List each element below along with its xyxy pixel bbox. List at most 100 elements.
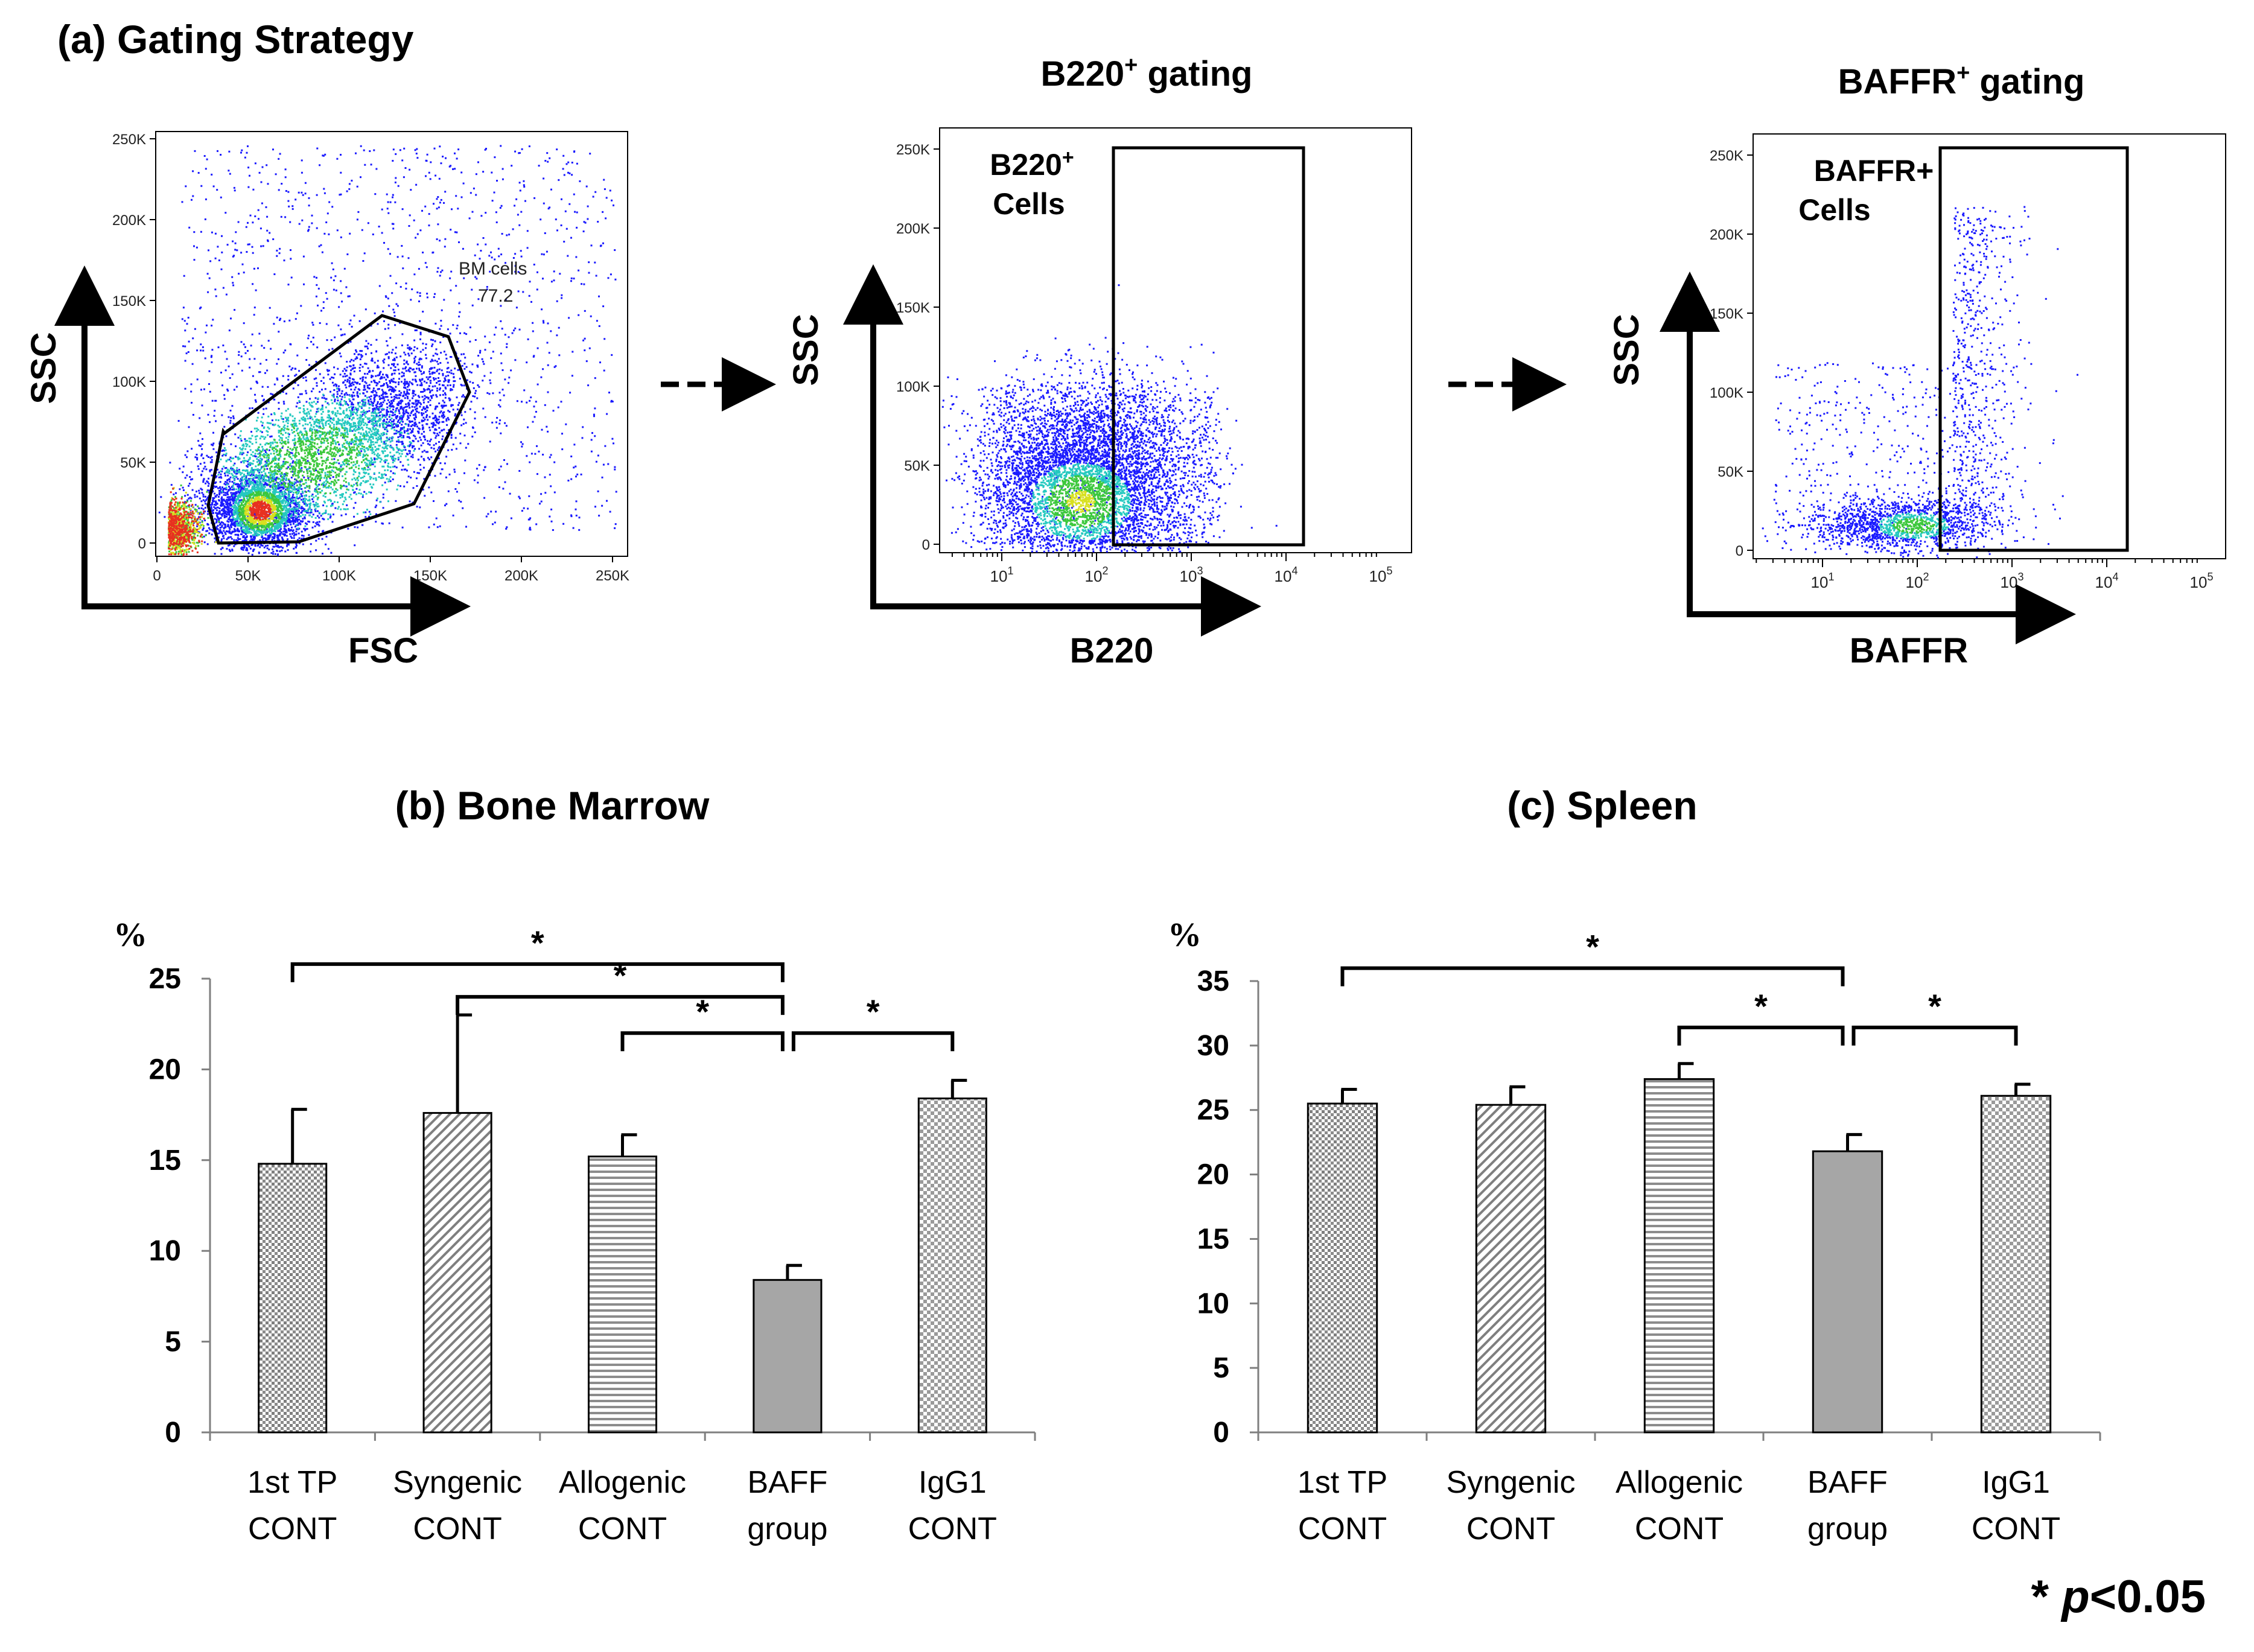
bar (1980, 1094, 2052, 1434)
flow-plot-2: B220+ gating B220+ Cells 250K 200K 150K 100… (786, 52, 1412, 670)
gate-label-line1: BAFFR+ (1814, 154, 1934, 188)
event-dots (158, 145, 617, 556)
flow-plot-2-events (941, 284, 1305, 553)
x-tick-label: 103 (1180, 565, 1203, 585)
category-label: CONT (908, 1511, 997, 1546)
category-label: CONT (248, 1511, 337, 1546)
category-label: Syngenic (393, 1465, 522, 1500)
category-label: CONT (578, 1511, 667, 1546)
bar (1307, 1102, 1378, 1434)
y-tick-label: 200K (1710, 227, 1743, 243)
x-tick-label: 101 (990, 565, 1014, 585)
b220-gate (1112, 146, 1305, 547)
y-tick-label: 100K (896, 379, 930, 395)
y-tick-label: 50K (120, 455, 146, 471)
x-tick-label: 101 (1811, 571, 1835, 591)
flow-plot-1-y-ticks: 250K 200K 150K 100K 50K 0 (112, 132, 156, 552)
category-label: BAFF (747, 1465, 827, 1500)
chart-title: (b) Bone Marrow (395, 783, 710, 828)
y-tick-label: 250K (112, 132, 146, 148)
flow-plot-3-frame (1753, 133, 2226, 559)
bar (258, 1163, 328, 1434)
category-label: Allogenic (559, 1465, 686, 1500)
y-tick-label: 30 (1197, 1030, 1229, 1062)
x-tick-label: 105 (2190, 571, 2214, 591)
x-tick-label: 0 (153, 568, 161, 584)
event-dots (1893, 518, 1935, 534)
x-tick-label: 105 (1369, 565, 1393, 585)
gate-label-line2: Cells (993, 187, 1065, 221)
y-tick-label: 0 (1736, 543, 1743, 559)
y-tick-label: 0 (922, 537, 930, 553)
x-tick-label: 200K (505, 568, 538, 584)
y-tick-label: 20 (1197, 1159, 1229, 1191)
flow-plot-2-x-ticks: 101 102 103 104 105 (951, 553, 1393, 585)
y-tick-label: 5 (165, 1326, 181, 1358)
significance-bracket (290, 962, 785, 982)
category-label: CONT (1466, 1511, 1555, 1546)
y-tick-label: 150K (1710, 306, 1743, 322)
x-axis-label: FSC (348, 631, 418, 670)
panel-a: (a) Gating Strategy BM cells 77.2 250K 20… (24, 17, 2226, 670)
bar (753, 1279, 823, 1434)
bar (1812, 1150, 1883, 1434)
bar (422, 1112, 492, 1434)
x-tick-label: 100K (322, 568, 356, 584)
x-tick-label: 102 (1906, 571, 1929, 591)
flow-plot-1: BM cells 77.2 250K 200K 150K 100K 50K 0 0 50K 1… (24, 131, 629, 670)
category-label: CONT (1972, 1511, 2060, 1546)
category-label: BAFF (1807, 1465, 1888, 1500)
flow-plot-1-frame (155, 131, 628, 557)
y-axis-label: SSC (24, 332, 63, 404)
y-tick-label: 10 (149, 1235, 181, 1267)
y-tick-label: 150K (896, 300, 930, 316)
bm-cells-gate (206, 314, 471, 545)
y-tick-label: 200K (112, 212, 146, 229)
y-tick-label: 100K (112, 374, 146, 390)
y-axis-label: SSC (1607, 314, 1646, 386)
bone-marrow-chart: (b) Bone Marrow% 0 5 10 15 20 25 1st TP CONT Syng… (113, 783, 1036, 1546)
event-dots (941, 284, 1305, 553)
y-tick-label: 15 (149, 1145, 181, 1177)
event-dots (1048, 475, 1115, 529)
flow-plot-3-events (1762, 206, 2078, 559)
flow-plot-1-events (158, 145, 617, 556)
y-tick-label: 50K (1718, 464, 1743, 480)
bar (1475, 1104, 1547, 1434)
x-tick-label: 102 (1085, 565, 1109, 585)
y-tick-label: 15 (1197, 1223, 1229, 1255)
event-dots (168, 488, 272, 556)
significance-star: * (696, 993, 709, 1031)
significance-bracket (791, 1031, 955, 1052)
x-tick-label: 104 (2095, 571, 2119, 591)
significance-bracket (620, 1031, 785, 1052)
event-dots (1066, 490, 1096, 513)
significance-star: * (531, 924, 544, 962)
significance-star: * (1928, 987, 1941, 1025)
plot-heading: B220+ gating (1041, 52, 1253, 94)
x-tick-label: 104 (1275, 565, 1298, 585)
x-axis-label: B220 (1070, 631, 1154, 670)
y-axis-unit: % (1168, 917, 1202, 954)
spleen-chart: (c) Spleen% 0 5 10 15 20 25 30 35 1st TP CONT Synge… (1168, 783, 2101, 1546)
bar (1643, 1078, 1715, 1434)
chart-title: (c) Spleen (1507, 783, 1697, 828)
y-tick-label: 250K (1710, 148, 1743, 164)
x-tick-label: 50K (235, 568, 261, 584)
gate-value: 77.2 (478, 286, 513, 306)
significance-star: * (867, 993, 880, 1031)
category-label: Allogenic (1616, 1465, 1743, 1500)
category-label: IgG1 (918, 1465, 987, 1500)
category-label: group (747, 1511, 827, 1546)
y-tick-label: 0 (138, 536, 146, 552)
y-tick-label: 35 (1197, 965, 1229, 997)
gate-label: BM cells (459, 259, 527, 279)
category-label: 1st TP (1297, 1465, 1387, 1500)
y-tick-label: 10 (1197, 1288, 1229, 1320)
plot-heading: BAFFR+ gating (1838, 60, 2085, 101)
significance-star: * (1754, 987, 1768, 1025)
x-tick-label: 150K (413, 568, 447, 584)
gate-label-line2: Cells (1798, 193, 1871, 227)
flow-plot-3-y-ticks: 250K 200K 150K 100K 50K 0 (1710, 148, 1753, 559)
y-tick-label: 250K (896, 142, 930, 158)
